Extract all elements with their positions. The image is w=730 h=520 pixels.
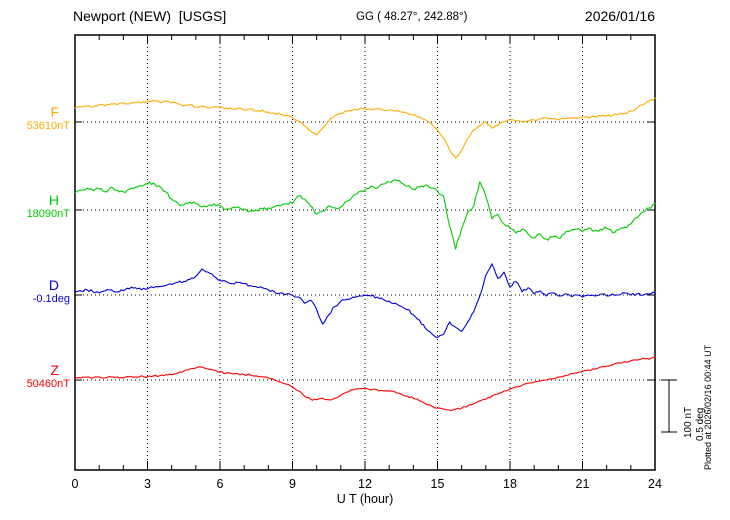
- x-tick-label-12: 12: [358, 477, 372, 491]
- station-title: Newport (NEW) [USGS]: [73, 8, 227, 24]
- series-baseline-H: 18090nT: [26, 208, 70, 220]
- scale-label-nt: 100 nT: [683, 406, 694, 438]
- y-axis-label-Z: Z 50460nT: [6, 362, 70, 391]
- series-letter-F: F: [50, 104, 59, 120]
- trace-F: [74, 97, 656, 159]
- plot-date: 2026/01/16: [584, 8, 655, 24]
- x-tick-label-3: 3: [144, 477, 151, 491]
- y-axis-label-F: F 53610nT: [6, 104, 70, 133]
- x-tick-label-9: 9: [289, 477, 296, 491]
- geo-coords: GG ( 48.27°, 242.88°): [356, 11, 468, 23]
- plot-frame: [74, 34, 656, 471]
- x-tick-label-0: 0: [72, 477, 79, 491]
- trace-H: [74, 179, 656, 250]
- series-baseline-F: 53610nT: [26, 120, 70, 132]
- trace-Z: [74, 356, 656, 411]
- x-tick-label-15: 15: [431, 477, 445, 491]
- y-axis-label-D: D -0.1deg: [6, 277, 70, 306]
- series-baseline-D: -0.1deg: [32, 293, 70, 305]
- x-tick-label-24: 24: [648, 477, 662, 491]
- plotted-at-note: Plotted at 2026/02/16 00:44 UT: [703, 344, 713, 470]
- trace-D: [74, 263, 656, 339]
- series-letter-Z: Z: [50, 362, 59, 378]
- series-baseline-Z: 50460nT: [26, 378, 70, 390]
- series-letter-H: H: [48, 192, 59, 208]
- x-tick-label-6: 6: [217, 477, 224, 491]
- series-letter-D: D: [48, 277, 59, 293]
- x-tick-label-21: 21: [576, 477, 590, 491]
- y-axis-label-H: H 18090nT: [6, 192, 70, 221]
- x-tick-label-18: 18: [503, 477, 517, 491]
- x-axis-title: U T (hour): [336, 492, 394, 506]
